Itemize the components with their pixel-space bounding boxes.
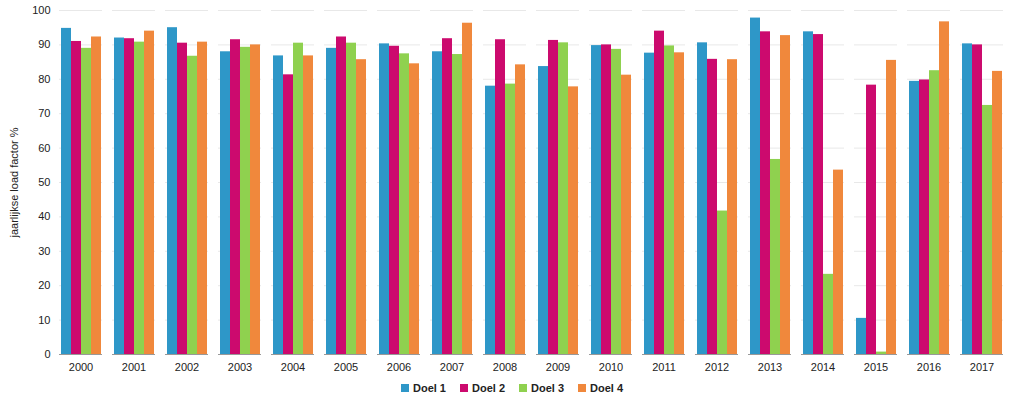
svg-text:0: 0 <box>44 348 50 360</box>
svg-text:50: 50 <box>38 176 50 188</box>
svg-text:jaarlijkse load factor %: jaarlijkse load factor % <box>8 127 20 238</box>
svg-text:10: 10 <box>38 314 50 326</box>
svg-text:40: 40 <box>38 210 50 222</box>
svg-text:70: 70 <box>38 107 50 119</box>
svg-text:2001: 2001 <box>122 361 146 373</box>
svg-text:2003: 2003 <box>228 361 252 373</box>
svg-text:2004: 2004 <box>281 361 305 373</box>
svg-text:2009: 2009 <box>546 361 570 373</box>
html-text:Doel 3: Doel 3 <box>531 382 564 394</box>
svg-text:20: 20 <box>38 279 50 291</box>
svg-text:2005: 2005 <box>334 361 358 373</box>
svg-text:2011: 2011 <box>652 361 676 373</box>
svg-text:2000: 2000 <box>69 361 93 373</box>
svg-text:80: 80 <box>38 73 50 85</box>
svg-text:60: 60 <box>38 142 50 154</box>
svg-text:2013: 2013 <box>758 361 782 373</box>
svg-text:2014: 2014 <box>811 361 835 373</box>
svg-text:2002: 2002 <box>175 361 199 373</box>
html-text:Doel 1: Doel 1 <box>413 382 446 394</box>
svg-text:100: 100 <box>32 4 50 16</box>
svg-text:2015: 2015 <box>864 361 888 373</box>
svg-text:2007: 2007 <box>440 361 464 373</box>
svg-text:2016: 2016 <box>917 361 941 373</box>
svg-text:90: 90 <box>38 38 50 50</box>
svg-text:2006: 2006 <box>387 361 411 373</box>
svg-text:2010: 2010 <box>599 361 623 373</box>
html-text:Doel 2: Doel 2 <box>472 382 505 394</box>
html-text:Doel 4: Doel 4 <box>590 382 623 394</box>
svg-text:2017: 2017 <box>970 361 994 373</box>
svg-text:30: 30 <box>38 245 50 257</box>
svg-text:2012: 2012 <box>705 361 729 373</box>
svg-text:2008: 2008 <box>493 361 517 373</box>
